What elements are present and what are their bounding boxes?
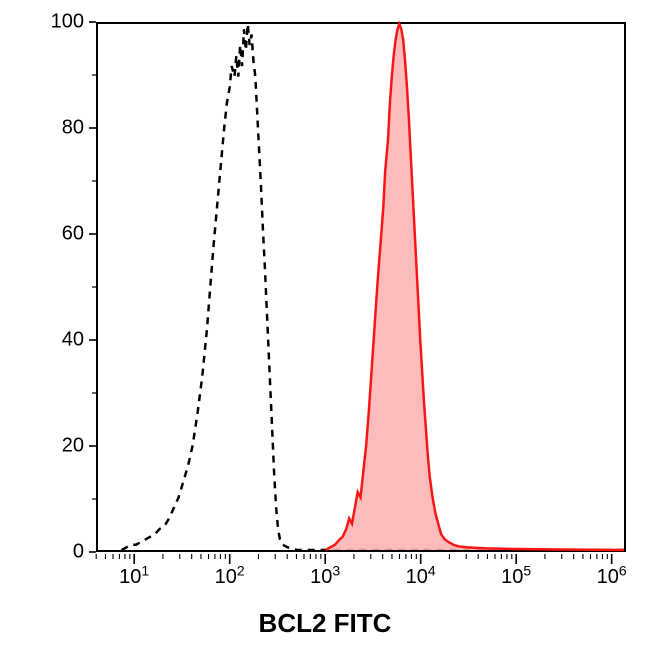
flow-histogram-chart: Relative Cell Count BCL2 FITC 0204060801… — [0, 0, 650, 645]
tick-marks — [0, 0, 650, 645]
